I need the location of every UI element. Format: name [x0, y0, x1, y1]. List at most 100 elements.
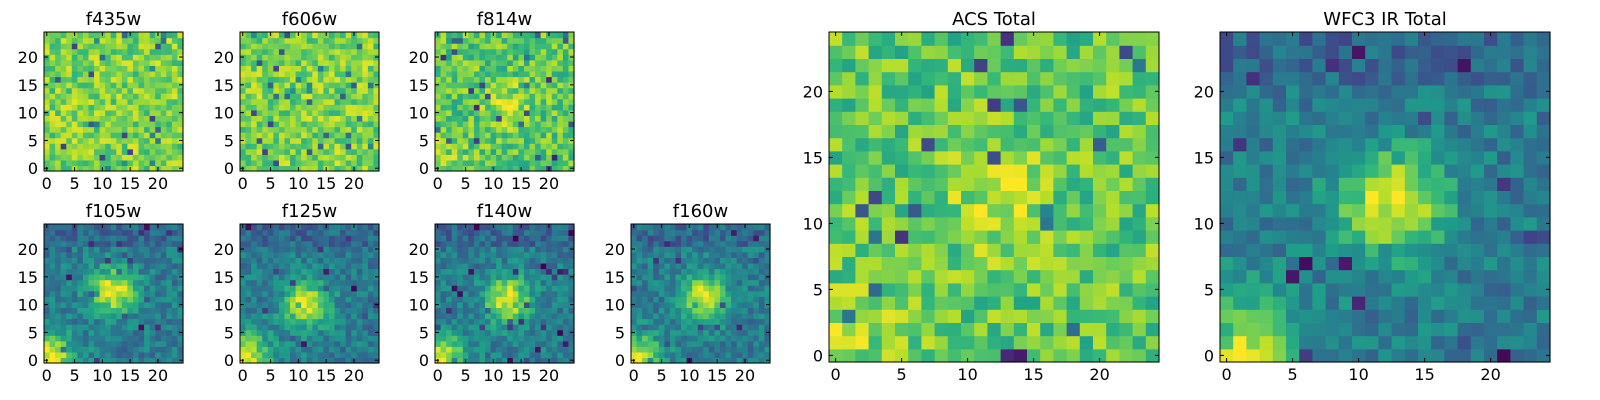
- heatmap-cell: [328, 274, 336, 281]
- heatmap-cell: [473, 37, 481, 44]
- heatmap-cell: [245, 82, 252, 89]
- heatmap-cell: [44, 290, 51, 297]
- heatmap-cell: [240, 229, 247, 236]
- heatmap-cell: [82, 351, 90, 359]
- heatmap-cell: [105, 357, 112, 364]
- heatmap-cell: [473, 115, 481, 122]
- heatmap-cell: [82, 159, 90, 167]
- heatmap-cell: [66, 285, 73, 292]
- heatmap-cell: [334, 324, 341, 331]
- heatmap-cell: [451, 346, 458, 353]
- heatmap-cell: [317, 59, 324, 66]
- heatmap-cell: [177, 132, 184, 139]
- heatmap-cell: [77, 65, 84, 72]
- heatmap-cell: [166, 324, 173, 331]
- heatmap-cell: [518, 312, 525, 320]
- heatmap-cell: [686, 346, 693, 353]
- heatmap-cell: [697, 351, 704, 359]
- heatmap-cell: [328, 137, 336, 144]
- heatmap-cell: [160, 324, 167, 331]
- heatmap-cell: [251, 312, 258, 320]
- heatmap-cell: [747, 318, 754, 325]
- heatmap-cell: [446, 251, 453, 258]
- heatmap-cell: [256, 154, 263, 161]
- heatmap-cell: [462, 335, 469, 342]
- heatmap-cell: [468, 148, 475, 155]
- heatmap-cell: [367, 32, 375, 39]
- heatmap-cell: [686, 268, 693, 275]
- heatmap-cell: [557, 357, 564, 364]
- heatmap-cell: [49, 93, 56, 100]
- heatmap-cell: [356, 268, 363, 275]
- heatmap-cell: [44, 115, 51, 122]
- heatmap-cell: [540, 76, 547, 83]
- heatmap-cell: [446, 126, 453, 133]
- heatmap-cell: [479, 109, 486, 116]
- heatmap-cell: [473, 48, 481, 55]
- heatmap-cell: [251, 132, 258, 139]
- heatmap-cell: [240, 235, 247, 242]
- heatmap-cell: [736, 268, 743, 275]
- heatmap-cell: [251, 301, 258, 308]
- heatmap-cell: [132, 240, 140, 247]
- heatmap-cell: [60, 340, 67, 347]
- heatmap-cell: [121, 159, 128, 167]
- heatmap-cell: [868, 216, 883, 231]
- heatmap-cell: [457, 159, 464, 167]
- heatmap-cell: [551, 307, 558, 314]
- x-tick-label: 5: [460, 366, 470, 385]
- heatmap-cell: [568, 65, 575, 72]
- heatmap-cell: [55, 43, 62, 50]
- heatmap-cell: [725, 301, 732, 308]
- heatmap-cell: [295, 262, 302, 270]
- heatmap-cell: [262, 65, 269, 72]
- heatmap-cell: [507, 318, 514, 325]
- heatmap-cell: [278, 351, 286, 359]
- heatmap-cell: [921, 309, 936, 323]
- heatmap-cell: [44, 285, 51, 292]
- heatmap-cell: [719, 307, 727, 314]
- heatmap-cell: [256, 307, 263, 314]
- heatmap-cell: [312, 324, 319, 331]
- heatmap-cell: [334, 87, 341, 94]
- heatmap-cell: [457, 59, 464, 66]
- heatmap-cell: [692, 224, 699, 231]
- y-tick-label: 5: [28, 131, 38, 150]
- heatmap-cell: [301, 132, 308, 139]
- heatmap-cell: [974, 243, 988, 257]
- heatmap-cell: [273, 87, 280, 94]
- heatmap-cell: [306, 104, 313, 111]
- heatmap-cell: [240, 70, 247, 78]
- heatmap-cell: [1093, 256, 1107, 271]
- heatmap-cell: [267, 43, 274, 50]
- heatmap-cell: [334, 346, 341, 353]
- heatmap-cell: [708, 246, 715, 253]
- heatmap-cell: [245, 120, 252, 128]
- heatmap-cell: [290, 148, 297, 155]
- heatmap-cell: [345, 257, 352, 264]
- heatmap-cell: [328, 54, 336, 61]
- heatmap-cell: [490, 318, 497, 325]
- heatmap-cell: [88, 109, 95, 116]
- heatmap-cell: [535, 257, 542, 264]
- heatmap-cell: [435, 251, 442, 258]
- heatmap-cell: [529, 148, 536, 155]
- heatmap-cell: [312, 120, 319, 128]
- heatmap-cell: [362, 148, 369, 155]
- heatmap-cell: [60, 120, 67, 128]
- heatmap-cell: [703, 229, 710, 236]
- heatmap-cell: [105, 132, 112, 139]
- heatmap-cell: [731, 268, 738, 275]
- heatmap-cell: [317, 240, 324, 247]
- heatmap-cell: [166, 329, 173, 336]
- heatmap-cell: [842, 256, 856, 271]
- heatmap-cell: [328, 87, 336, 94]
- heatmap-cell: [529, 104, 536, 111]
- heatmap-cell: [496, 126, 503, 133]
- heatmap-cell: [435, 290, 442, 297]
- heatmap-cell: [356, 324, 363, 331]
- heatmap-cell: [518, 229, 525, 236]
- heatmap-cell: [60, 296, 67, 303]
- heatmap-cell: [127, 246, 134, 253]
